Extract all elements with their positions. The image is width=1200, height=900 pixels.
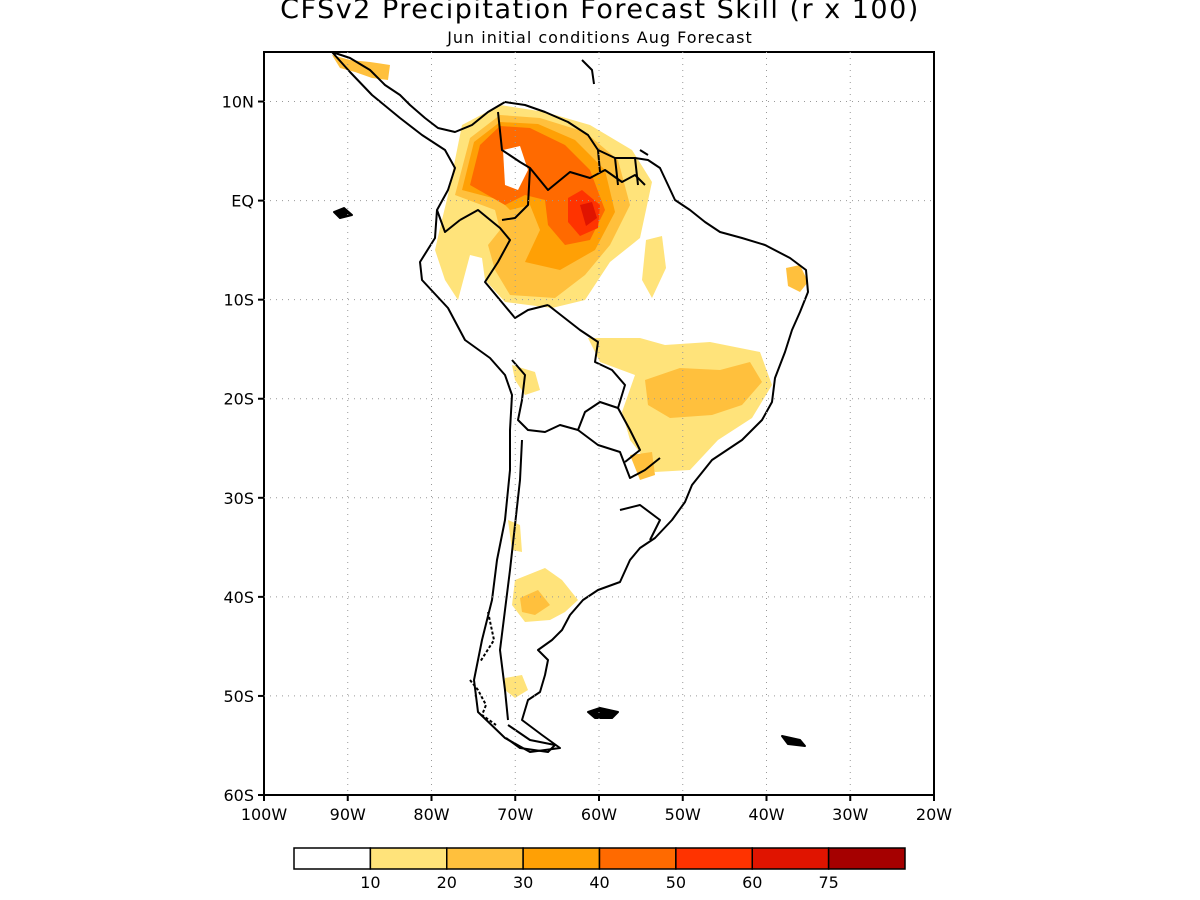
shade-north-white xyxy=(503,146,528,190)
colorbar-swatch xyxy=(751,847,830,870)
caribbean-islands xyxy=(581,59,649,156)
axes: 100W 90W 80W 70W 60W 50W 40W 30W 20W 10N EQ 10S 20S 3… xyxy=(222,93,953,824)
colorbar: 10 20 30 40 50 60 75 xyxy=(293,847,906,892)
border-bolivia-chile xyxy=(511,359,579,433)
lon-tick-label: 60W xyxy=(581,805,617,824)
colorbar-swatch xyxy=(293,847,372,870)
south-america-coastline xyxy=(331,51,809,753)
shade-patagonia-20 xyxy=(512,568,578,622)
south-georgia xyxy=(781,735,806,747)
colorbar-swatch xyxy=(675,847,753,870)
colorbar-label: 40 xyxy=(589,873,609,892)
colorbar-label: 75 xyxy=(818,873,838,892)
map-subtitle: Jun initial conditions Aug Forecast xyxy=(447,28,753,47)
tierra-del-fuego xyxy=(505,724,556,753)
colorbar-swatch xyxy=(369,847,448,870)
colorbar-label: 30 xyxy=(513,873,533,892)
border-uruguay xyxy=(619,504,661,541)
border-argentina-chile xyxy=(499,439,523,721)
colorbar-swatch xyxy=(598,847,677,870)
colorbar-swatch xyxy=(827,847,906,870)
shade-ne-brazil xyxy=(786,265,808,292)
colorbar-label: 20 xyxy=(437,873,457,892)
lat-tick-label: 30S xyxy=(223,489,254,508)
coastlines xyxy=(331,51,809,753)
grid-lines xyxy=(264,52,934,795)
galapagos xyxy=(333,207,353,219)
lon-tick-label: 30W xyxy=(832,805,868,824)
border-venezuela-brazil xyxy=(529,167,646,191)
lat-tick-label: 60S xyxy=(223,786,254,805)
colorbar-label: 60 xyxy=(742,873,762,892)
lat-tick-label: 50S xyxy=(223,687,254,706)
border-paraguay xyxy=(617,407,641,463)
colorbar-swatch xyxy=(522,847,601,870)
lon-tick-label: 100W xyxy=(241,805,288,824)
lon-tick-label: 80W xyxy=(413,805,449,824)
border-colombia-peru xyxy=(459,209,549,319)
shade-central-america xyxy=(332,55,390,80)
shade-chile-central xyxy=(508,520,522,552)
falkland-islands xyxy=(587,707,619,719)
border-ecuador xyxy=(436,209,461,233)
lon-tick-label: 50W xyxy=(665,805,701,824)
shade-east-amazon xyxy=(642,236,666,298)
lat-tick-label: 40S xyxy=(223,588,254,607)
chile-fjords xyxy=(469,611,497,726)
shade-patagonia-30 xyxy=(520,590,550,615)
colorbar-swatch xyxy=(446,847,524,870)
lon-tick-label: 40W xyxy=(748,805,784,824)
lon-tick-label: 70W xyxy=(497,805,533,824)
colorbar-label: 10 xyxy=(360,873,380,892)
shade-bolivia xyxy=(512,365,540,395)
lat-tick-label: EQ xyxy=(231,192,254,211)
shade-south-patagonia xyxy=(505,675,528,698)
shade-central-brazil-30 xyxy=(645,362,762,418)
colorbar-label: 50 xyxy=(666,873,686,892)
skill-shading xyxy=(332,55,808,698)
lat-tick-label: 20S xyxy=(223,390,254,409)
map-title: CFSv2 Precipitation Forecast Skill (r x … xyxy=(280,0,920,25)
lon-tick-label: 90W xyxy=(330,805,366,824)
lat-tick-label: 10N xyxy=(222,93,254,112)
shade-north-75 xyxy=(580,202,597,226)
border-peru-bolivia-brazil xyxy=(547,304,661,479)
lon-tick-label: 20W xyxy=(916,805,952,824)
shade-brazil-south xyxy=(630,452,655,480)
lat-tick-label: 10S xyxy=(223,291,254,310)
